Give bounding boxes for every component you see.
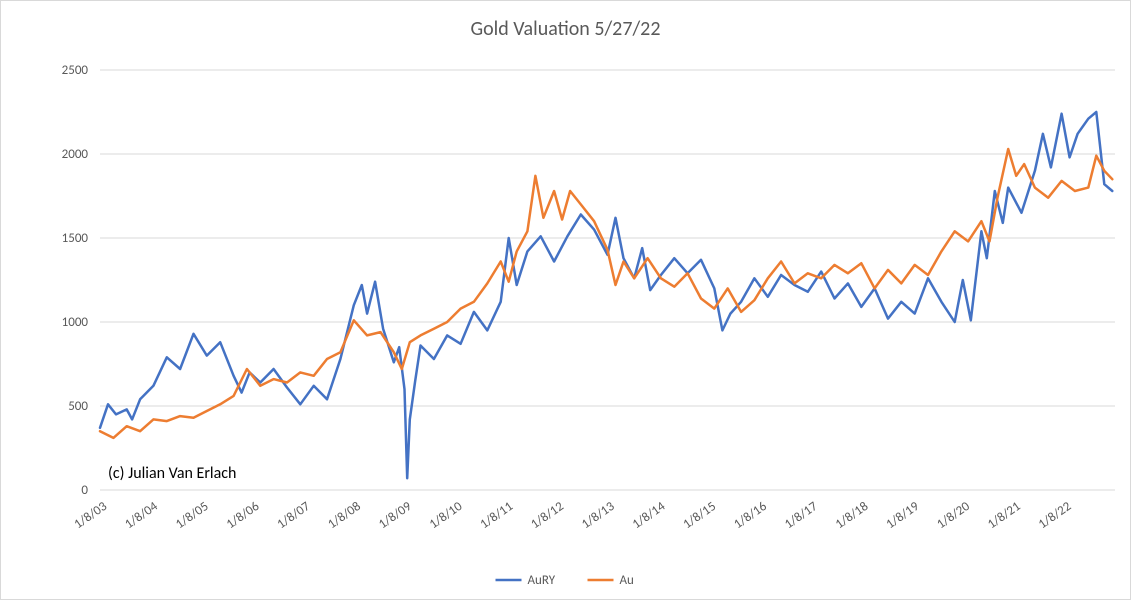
line-chart: Gold Valuation 5/27/22 0 500 1000 1500 2000 25… bbox=[0, 0, 1131, 600]
y-tick-label: 0 bbox=[81, 483, 88, 498]
y-tick-label: 1000 bbox=[62, 315, 89, 330]
y-tick-label: 1500 bbox=[62, 231, 89, 246]
legend-label: AuRY bbox=[528, 573, 556, 588]
chart-title: Gold Valuation 5/27/22 bbox=[471, 17, 661, 41]
chart-container: Gold Valuation 5/27/22 0 500 1000 1500 2000 25… bbox=[0, 0, 1131, 600]
legend-label: Au bbox=[620, 573, 634, 588]
y-tick-label: 2000 bbox=[62, 147, 89, 162]
y-tick-label: 500 bbox=[68, 399, 88, 414]
copyright-text: (c) Julian Van Erlach bbox=[108, 464, 236, 483]
y-tick-label: 2500 bbox=[62, 63, 89, 78]
